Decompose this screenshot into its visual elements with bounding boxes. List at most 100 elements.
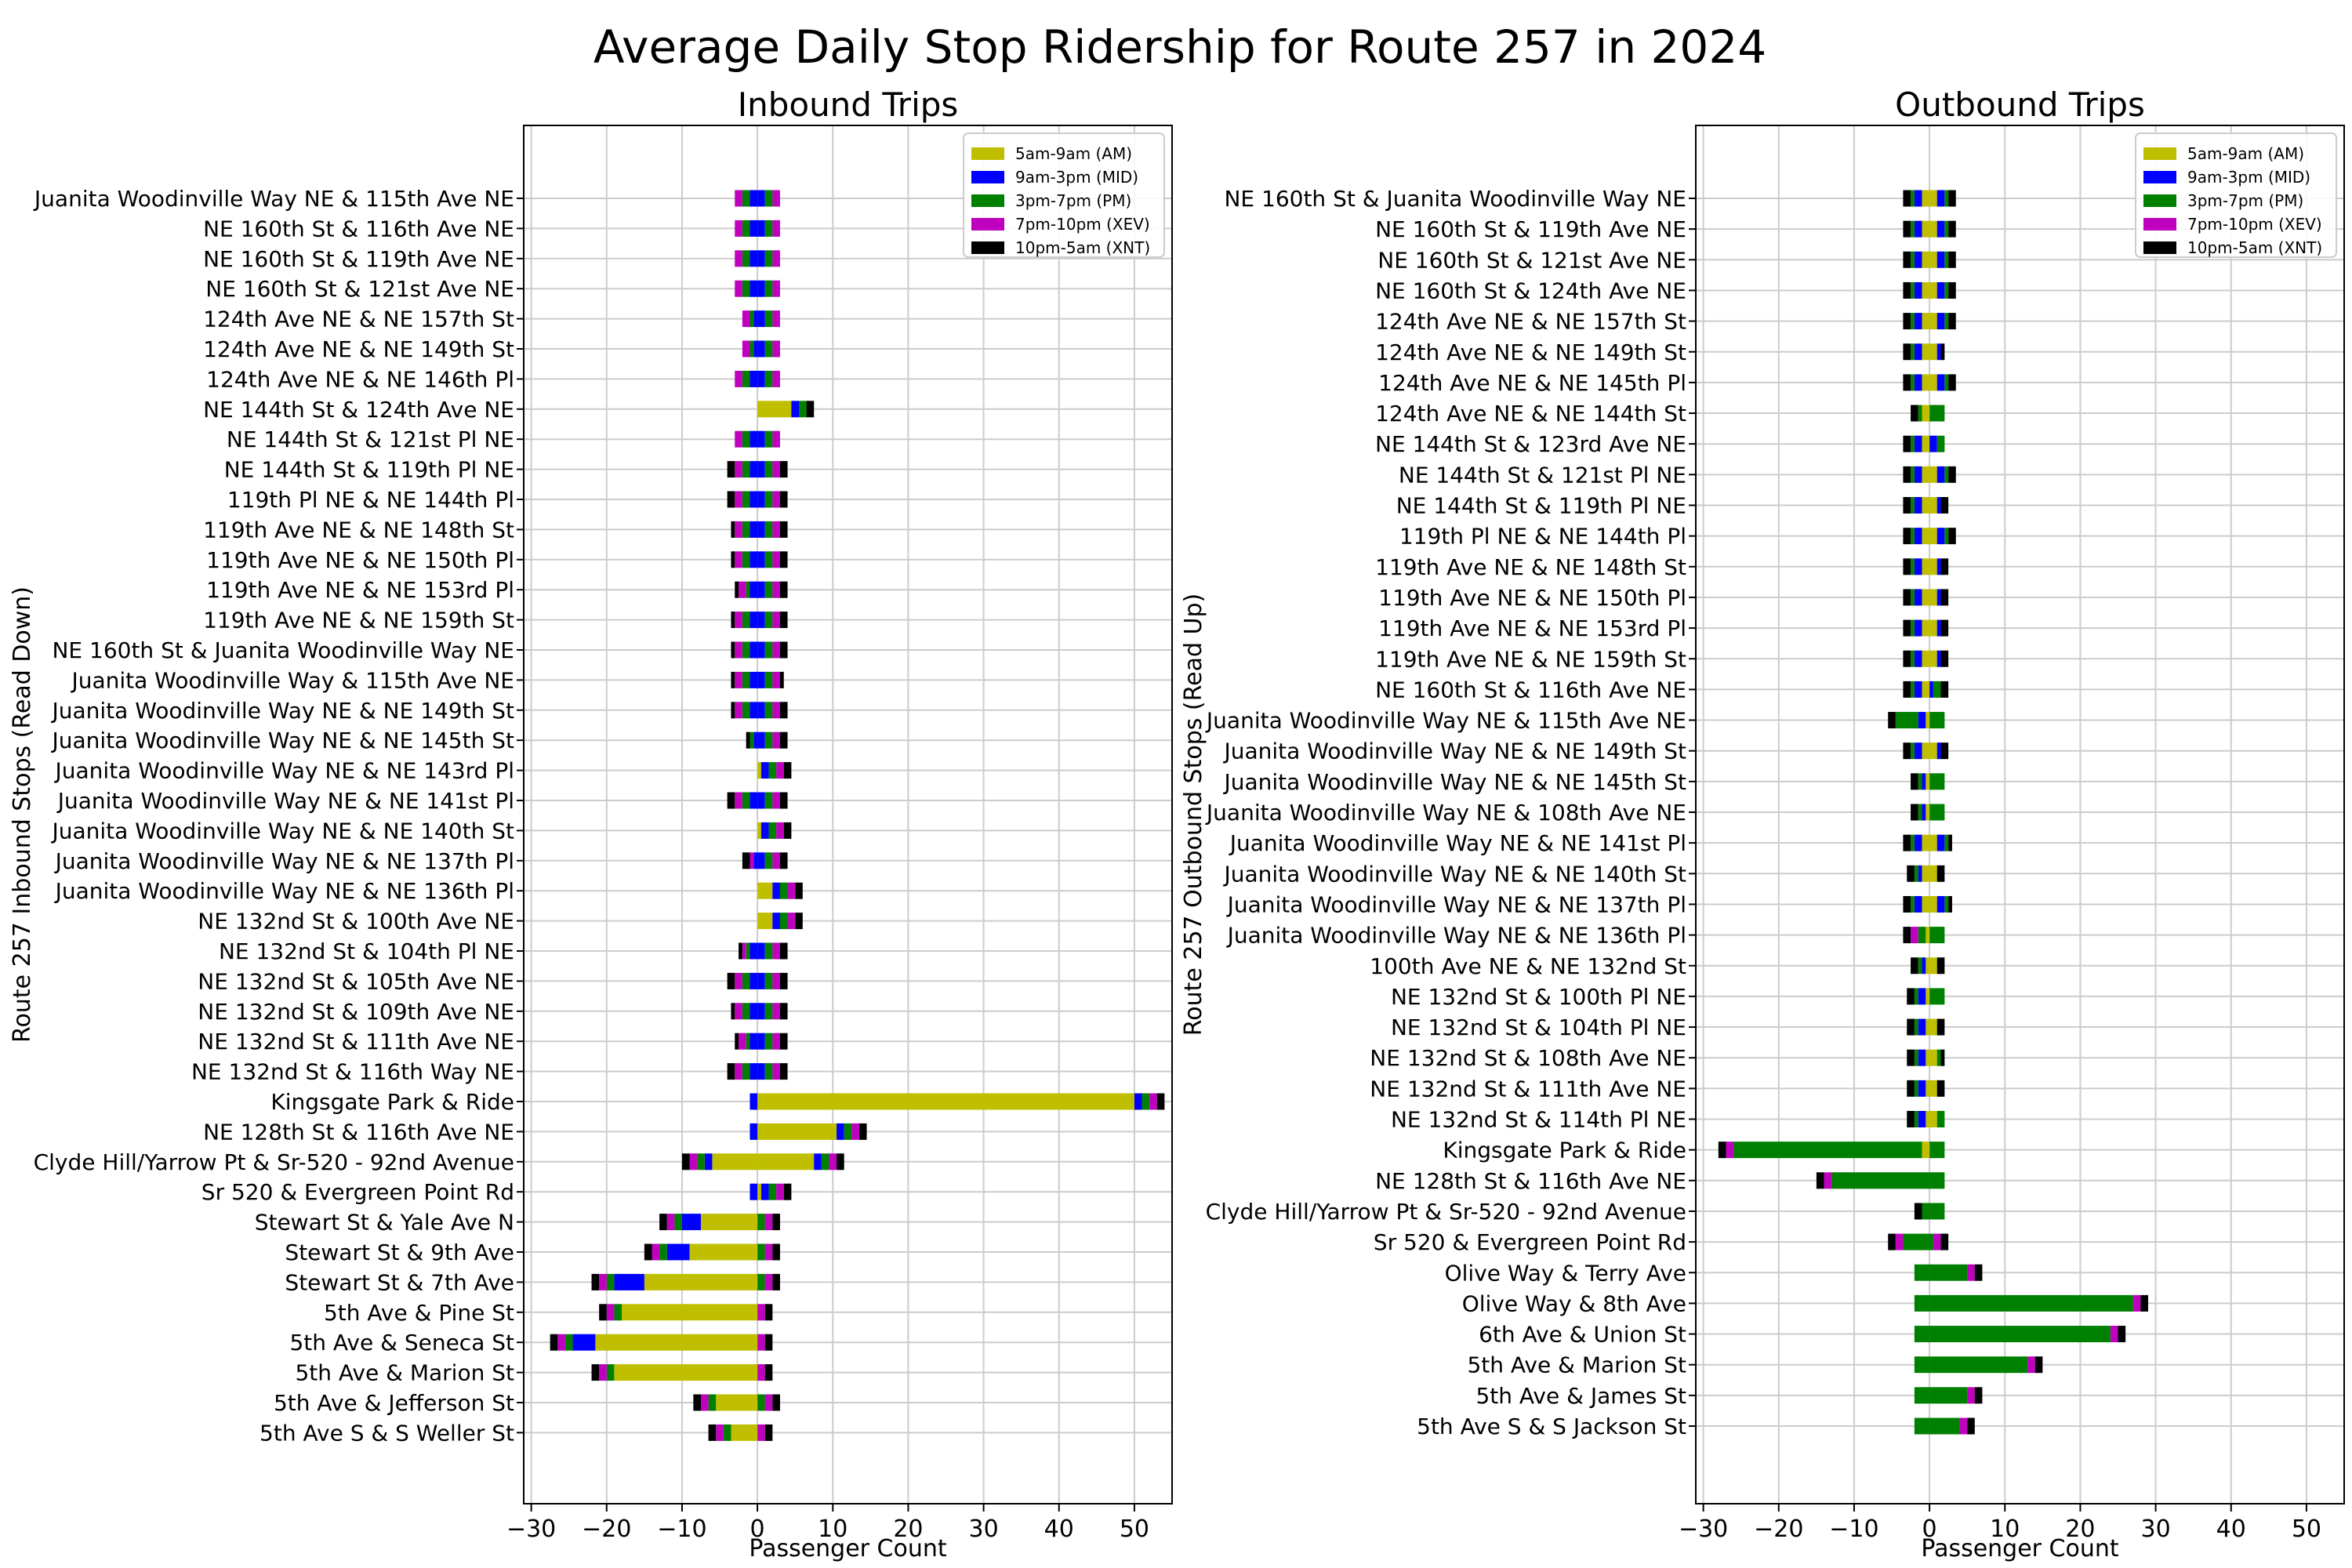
bar-xnt-alighting: [731, 702, 735, 719]
bar-am-boarding: [1929, 374, 1937, 391]
figure-title: Average Daily Stop Ridership for Route 2…: [593, 20, 1766, 74]
stop-label: NE 144th St & 119th Pl NE: [224, 457, 514, 483]
bar-mid-alighting: [572, 1334, 596, 1351]
bar-xnt-boarding: [1936, 865, 1945, 882]
bar-xev-boarding: [772, 1003, 780, 1020]
bar-pm-alighting: [1918, 927, 1926, 944]
bar-pm-boarding: [1142, 1093, 1150, 1110]
bar-pm-boarding: [1929, 1233, 1933, 1250]
bar-xnt-boarding: [1940, 1233, 1949, 1250]
bar-pm-boarding: [1936, 1049, 1941, 1066]
bar-pm-alighting: [742, 702, 750, 719]
bar-pm-boarding: [1929, 1172, 1945, 1189]
bar-mid-alighting: [1914, 650, 1922, 667]
bar-mid-alighting: [666, 1243, 690, 1261]
stop-label: 119th Ave NE & NE 159th St: [203, 608, 514, 633]
bar-am-alighting: [1922, 558, 1930, 575]
stop-label: 5th Ave S & S Weller St: [260, 1420, 514, 1446]
bar-mid-boarding: [1936, 619, 1941, 637]
bar-xev-alighting: [557, 1334, 565, 1351]
bar-mid-alighting: [1914, 589, 1922, 606]
bar-xnt-boarding: [779, 1003, 788, 1020]
bar-xnt-boarding: [779, 612, 788, 629]
legend-label: 5am-9am (AM): [1015, 144, 1132, 163]
bar-pm-alighting: [1914, 1356, 1930, 1374]
stop-label: Juanita Woodinville Way & 115th Ave NE: [70, 667, 514, 693]
bar-pm-alighting: [1914, 1111, 1918, 1127]
bar-mid-alighting: [750, 1093, 758, 1110]
stop-label: Sr 520 & Evergreen Point Rd: [1374, 1229, 1686, 1255]
bar-xev-alighting: [742, 310, 750, 328]
bar-xnt-boarding: [1948, 251, 1956, 268]
bar-pm-boarding: [764, 340, 773, 358]
stop-label: NE 144th St & 121st Pl NE: [227, 426, 514, 452]
bar-xev-boarding: [776, 1183, 784, 1200]
bar-mid-alighting: [750, 641, 758, 659]
bar-pm-boarding: [1929, 1142, 1945, 1159]
bar-pm-alighting: [742, 612, 750, 629]
legend-swatch-am: [2143, 147, 2176, 160]
bar-pm-alighting: [742, 280, 750, 297]
stop-label: Kingsgate Park & Ride: [1443, 1138, 1686, 1163]
bar-xnt-alighting: [1907, 1049, 1915, 1066]
bar-am-boarding: [757, 762, 761, 779]
bar-xnt-boarding: [779, 972, 788, 989]
bar-mid-boarding: [757, 1033, 765, 1050]
bar-xnt-boarding: [2118, 1326, 2126, 1343]
bar-pm-alighting: [1911, 281, 1915, 299]
bar-mid-boarding: [757, 370, 765, 387]
bar-xev-boarding: [829, 1153, 837, 1171]
bar-xev-boarding: [772, 1063, 780, 1080]
bar-xev-alighting: [735, 972, 742, 989]
bar-pm-alighting: [750, 731, 754, 749]
bar-am-alighting: [1926, 1080, 1930, 1097]
stop-label: Juanita Woodinville Way NE & NE 141st Pl: [56, 788, 514, 814]
stop-label: 119th Ave NE & NE 148th St: [1375, 554, 1686, 580]
bar-xev-alighting: [739, 581, 746, 598]
bar-xnt-alighting: [591, 1273, 600, 1290]
bar-am-boarding: [1929, 895, 1937, 913]
bar-xnt-alighting: [550, 1334, 558, 1351]
bar-mid-alighting: [750, 972, 758, 989]
stop-label: 124th Ave NE & NE 149th St: [203, 336, 514, 362]
bar-pm-alighting: [1918, 405, 1922, 422]
bar-pm-boarding: [1944, 528, 1949, 545]
bar-mid-alighting: [750, 461, 758, 478]
bar-am-boarding: [1929, 1018, 1937, 1036]
bar-pm-boarding: [1929, 712, 1945, 729]
bar-xnt-boarding: [764, 1334, 773, 1351]
bar-xnt-alighting: [1718, 1142, 1726, 1159]
bar-mid-boarding: [1936, 589, 1941, 606]
bar-pm-boarding: [1929, 804, 1945, 821]
bar-pm-alighting: [742, 792, 750, 809]
bar-am-alighting: [1926, 1111, 1930, 1127]
bar-pm-alighting: [1914, 1049, 1918, 1066]
bar-mid-alighting: [753, 340, 758, 358]
bar-xnt-alighting: [1903, 650, 1911, 667]
bar-xev-boarding: [851, 1123, 859, 1140]
bar-pm-alighting: [742, 551, 750, 568]
bar-pm-alighting: [1911, 466, 1915, 483]
bar-xev-alighting: [666, 1214, 675, 1231]
bar-am-alighting: [700, 1214, 758, 1231]
x-tick-label: −20: [1754, 1515, 1803, 1543]
bar-xnt-boarding: [783, 822, 792, 839]
bar-am-alighting: [1922, 190, 1930, 207]
bar-mid-boarding: [760, 1183, 769, 1200]
bar-mid-alighting: [1918, 865, 1922, 882]
stop-label: 119th Pl NE & NE 144th Pl: [227, 487, 514, 513]
stop-label: Juanita Woodinville Way NE & NE 145th St: [1222, 769, 1686, 795]
stop-label: Juanita Woodinville Way NE & NE 137th Pl: [1226, 891, 1686, 917]
stop-label: Juanita Woodinville Way NE & NE 149th St: [1222, 739, 1686, 764]
bar-am-boarding: [1929, 1049, 1937, 1066]
bar-pm-boarding: [764, 702, 773, 719]
bar-pm-alighting: [746, 942, 750, 960]
bar-am-boarding: [757, 1093, 1134, 1110]
bar-pm-boarding: [757, 1394, 765, 1411]
x-tick-label: 40: [1044, 1515, 1074, 1543]
bar-mid-alighting: [1914, 435, 1922, 452]
legend-label: 9am-3pm (MID): [2187, 168, 2310, 187]
bar-pm-boarding: [1933, 681, 1941, 698]
bar-pm-alighting: [1918, 773, 1922, 790]
bar-xnt-boarding: [779, 581, 788, 598]
